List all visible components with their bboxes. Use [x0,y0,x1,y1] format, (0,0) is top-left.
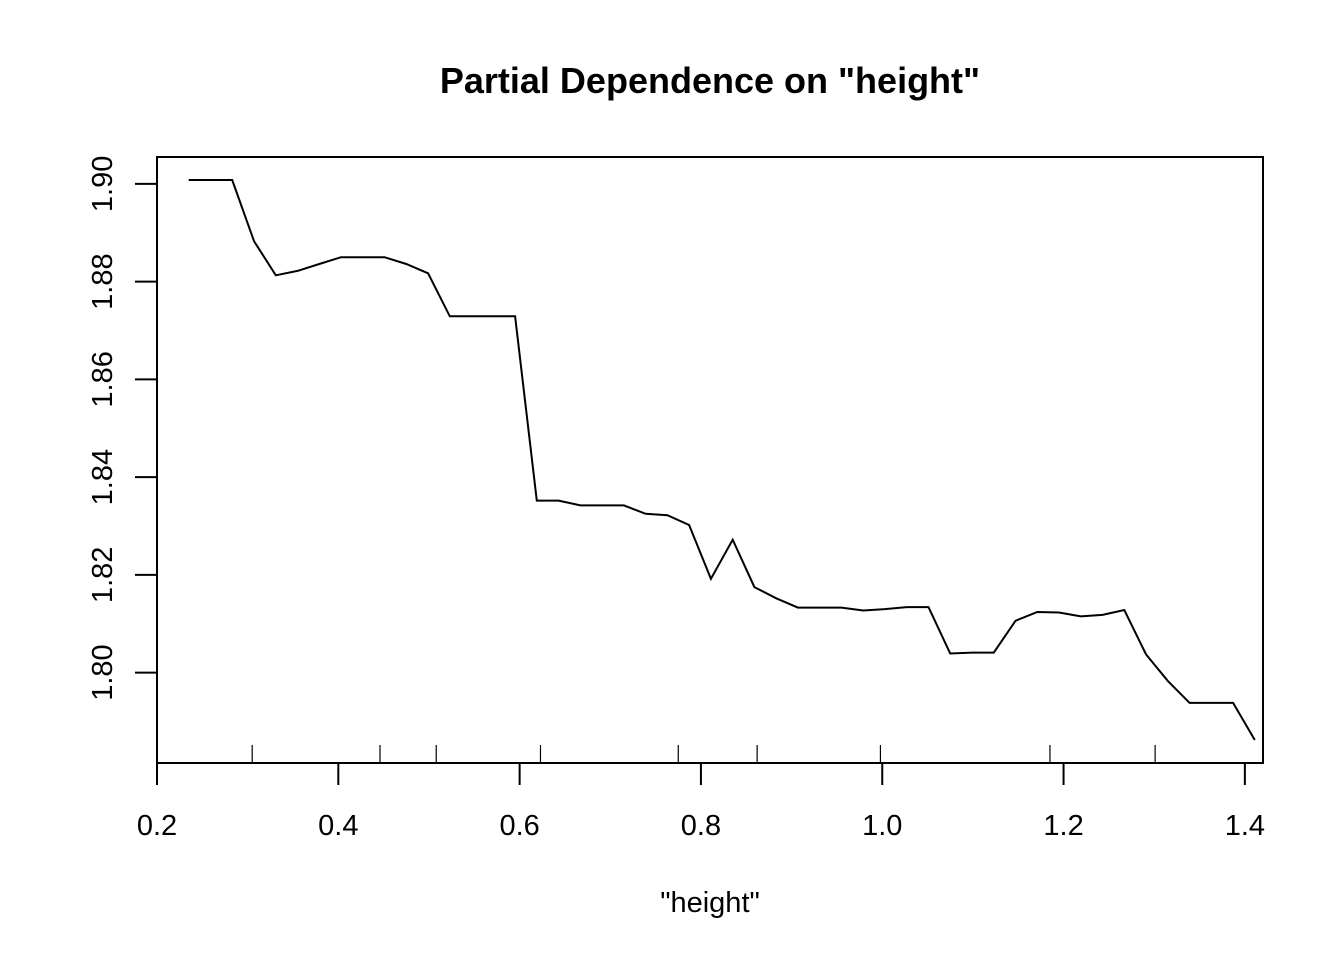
x-tick-label: 1.4 [1225,810,1265,842]
y-tick-label: 1.90 [87,156,119,212]
y-tick-label: 1.86 [87,351,119,407]
y-tick-label: 1.84 [87,449,119,505]
x-tick-label: 0.6 [499,810,539,842]
series-line [188,179,1256,741]
x-tick-label: 1.0 [862,810,902,842]
x-tick-label: 0.4 [318,810,358,842]
y-tick-label: 1.82 [87,547,119,603]
y-tick-label: 1.88 [87,253,119,309]
y-tick-label: 1.80 [87,644,119,700]
x-tick-label: 0.8 [681,810,721,842]
plot-frame [156,156,1264,764]
x-tick-label: 1.2 [1043,810,1083,842]
x-axis: 0.2 0.4 0.6 0.8 1.0 1.2 1.4 [137,762,1265,842]
rug-marks [251,745,1156,763]
y-axis: 1.80 1.82 1.84 1.86 1.88 1.90 [87,156,157,701]
x-axis-label: "height" [660,887,760,919]
x-tick-label: 0.2 [137,810,177,842]
chart-title: Partial Dependence on "height" [440,60,980,101]
